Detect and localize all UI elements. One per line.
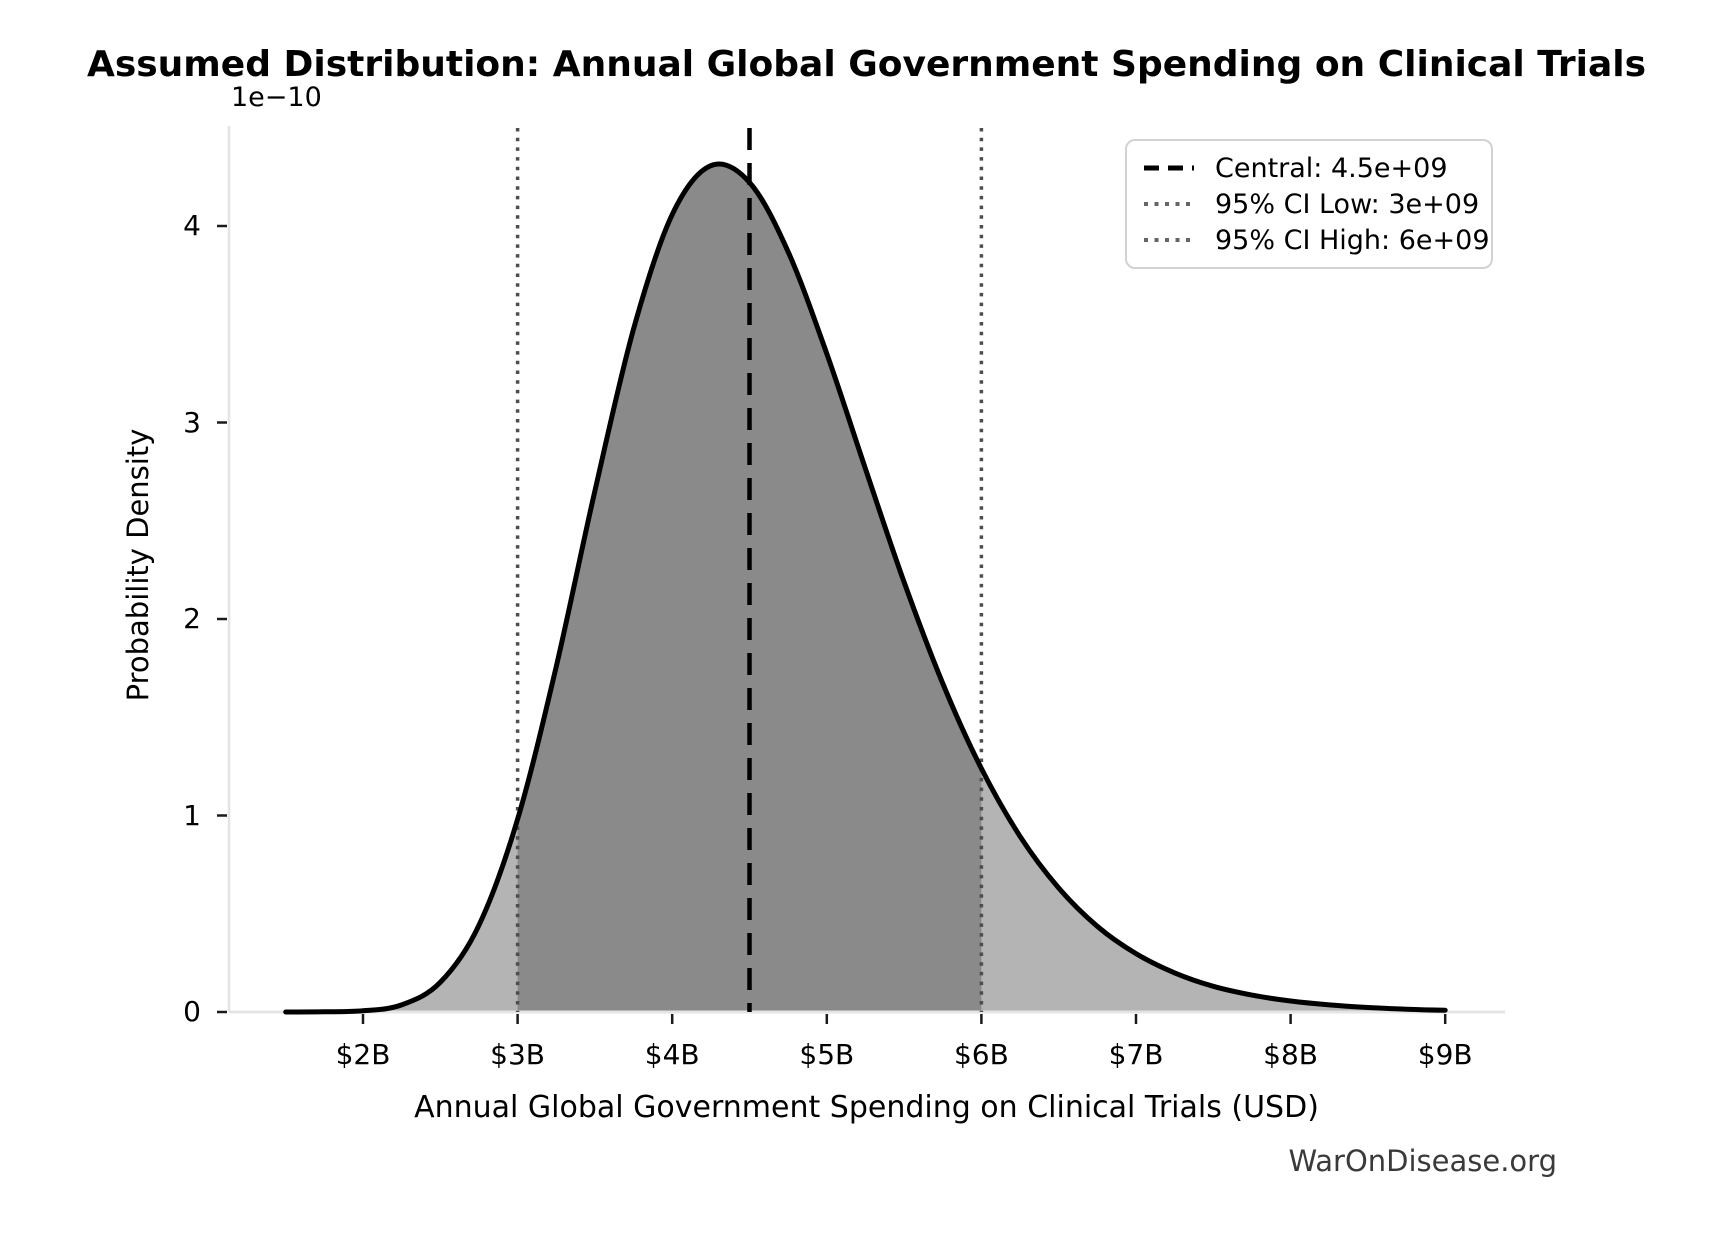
x-axis-label: Annual Global Government Spending on Cli… [414, 1090, 1319, 1125]
legend: Central: 4.5e+09 95% CI Low: 3e+09 95% CI … [1125, 139, 1493, 269]
x-tick-label: $3B [490, 1038, 546, 1071]
legend-label: 95% CI High: 6e+09 [1215, 224, 1490, 256]
legend-entry: 95% CI High: 6e+09 [1141, 222, 1490, 258]
y-tick-label: 4 [183, 209, 201, 242]
x-tick-label: $5B [799, 1038, 855, 1071]
chart-title: Assumed Distribution: Annual Global Gove… [86, 44, 1647, 85]
x-tick-label: $7B [1108, 1038, 1164, 1071]
legend-entry: 95% CI Low: 3e+09 [1141, 186, 1480, 222]
y-tick-label: 3 [183, 405, 201, 439]
x-tick-label: $4B [644, 1038, 700, 1071]
y-tick-label: 1 [183, 798, 201, 832]
y-tick-label: 2 [183, 602, 201, 635]
legend-label: Central: 4.5e+09 [1215, 152, 1448, 184]
y-axis-offset-text: 1e−10 [231, 82, 322, 113]
x-tick-label: $8B [1263, 1038, 1319, 1071]
legend-rows: Central: 4.5e+09 95% CI Low: 3e+09 95% CI … [1141, 150, 1490, 258]
dotted-line-sample-icon [1144, 238, 1194, 242]
legend-entry: Central: 4.5e+09 [1141, 150, 1477, 186]
dotted-line-sample-icon [1144, 202, 1194, 206]
density-curve [283, 161, 1448, 1015]
y-axis-label: Probability Density [121, 428, 155, 702]
x-tick-label: $9B [1417, 1038, 1473, 1071]
watermark: WarOnDisease.org [1288, 1144, 1557, 1178]
x-tick-label: $2B [335, 1038, 391, 1071]
x-tick-label: $6B [953, 1038, 1009, 1071]
dashed-line-sample-icon [1144, 165, 1194, 171]
legend-label: 95% CI Low: 3e+09 [1215, 188, 1480, 220]
y-tick-label: 0 [183, 995, 201, 1028]
